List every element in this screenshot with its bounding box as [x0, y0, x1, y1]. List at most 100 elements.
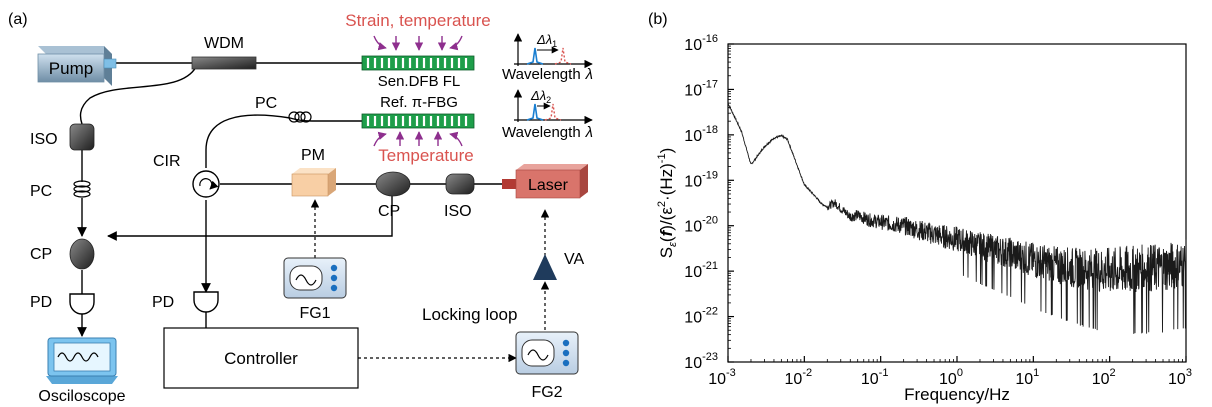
delta-1-sub: 1 — [552, 39, 557, 49]
y-tick-label: 10-23 — [684, 351, 718, 372]
spectrum-1: Δλ1 Wavelength λ — [502, 32, 593, 83]
ylabel-end: ) — [657, 148, 676, 154]
delta-2: Δλ2 — [530, 88, 551, 105]
ylabel-mid: ·(Hz) — [657, 163, 676, 201]
y-tick-exp: -18 — [702, 124, 718, 136]
laser-label: Laser — [528, 177, 569, 194]
y-tick-base: 10 — [684, 173, 702, 190]
y-tick-base: 10 — [684, 37, 702, 54]
pc-left-label: PC — [30, 183, 52, 200]
y-tick-exp: -20 — [702, 215, 718, 227]
spectrum-2-xlabel: Wavelength λ — [502, 124, 593, 141]
panel-a: (a) — [8, 11, 593, 405]
y-tick-exp: -22 — [702, 306, 718, 318]
y-tick-label: 10-20 — [684, 215, 718, 236]
photodetector-left: PD — [30, 293, 95, 315]
fiber-paths — [77, 62, 502, 337]
panel-b-label: (b) — [648, 11, 668, 28]
delta-2-symbol: Δλ — [530, 88, 546, 103]
fg1-label: FG1 — [299, 305, 330, 322]
locking-loop-label: Locking loop — [422, 305, 517, 324]
cir-label: CIR — [153, 153, 181, 170]
y-tick-exp: -21 — [702, 260, 718, 272]
pc-left-coil — [73, 180, 91, 198]
pc-top-coil — [288, 111, 312, 123]
x-tick-base: 10 — [785, 371, 803, 388]
sensor-grating: Sen.DFB FL — [361, 55, 475, 90]
wdm-label: WDM — [204, 35, 244, 52]
panel-b: (b) 10-3 10-2 10-1 100 101 102 103 10-1610-171… — [648, 11, 1192, 404]
pump-label: Pump — [49, 59, 93, 78]
pm-label: PM — [301, 147, 325, 164]
cp-left-label: CP — [30, 246, 52, 263]
strain-temp-label: Strain, temperature — [345, 11, 491, 30]
iso-mid-label: ISO — [444, 203, 472, 220]
sensor-grating-lines — [366, 58, 468, 68]
x-tick-label: 10-3 — [708, 367, 736, 388]
iso-left-label: ISO — [30, 131, 58, 148]
y-axis-label: Sε(f)/(ε2·(Hz)-1) — [656, 148, 679, 259]
delta-2-sub: 2 — [546, 95, 551, 105]
y-tick-base: 10 — [684, 264, 702, 281]
y-tick-label: 10-16 — [684, 33, 718, 54]
isolator-mid: ISO — [444, 173, 475, 220]
y-tick-exp: -17 — [702, 78, 718, 90]
reference-grating-lines — [366, 116, 468, 126]
y-tick-exp: -23 — [702, 351, 718, 363]
variable-attenuator: VA — [533, 251, 584, 280]
pc-top-label: PC — [255, 95, 277, 112]
y-tick-label: 10-22 — [684, 306, 718, 327]
x-tick-label: 101 — [1015, 367, 1039, 388]
electrical-lines — [310, 199, 550, 363]
ylabel-sup2: 2 — [656, 201, 668, 207]
x-tick-exp: -2 — [802, 367, 812, 379]
x-axis-label: Frequency/Hz — [904, 385, 1010, 404]
ylabel-sub: ε — [667, 242, 679, 247]
x-tick-exp: -3 — [726, 367, 736, 379]
circulator: CIR — [153, 153, 220, 198]
function-generator-2: FG2 — [515, 331, 579, 401]
oscilloscope: Osciloscope — [38, 337, 126, 405]
pd-left-label: PD — [30, 294, 52, 311]
plot-frame — [727, 43, 1187, 363]
spectrum-2-xlabel-word: Wavelength — [502, 124, 581, 141]
coupler-left: CP — [30, 238, 95, 270]
ylabel-tail: /(ε — [657, 207, 676, 225]
ylabel-f: f — [657, 228, 676, 236]
ylabel-s: S — [657, 247, 676, 258]
psd-series-line — [727, 102, 1187, 334]
x-tick-exp: 0 — [957, 367, 963, 379]
x-tick-label: 10-1 — [861, 367, 889, 388]
x-tick-exp: 1 — [1033, 367, 1039, 379]
y-tick-base: 10 — [684, 310, 702, 327]
ylabel-open: ( — [657, 236, 676, 242]
spectrum-1-xlabel-word: Wavelength — [502, 66, 581, 83]
pump: Pump — [37, 46, 117, 86]
temperature-arrows — [373, 131, 463, 147]
y-tick-exp: -16 — [702, 33, 718, 45]
va-label: VA — [564, 251, 584, 268]
x-tick-label: 100 — [939, 367, 963, 388]
y-tick-base: 10 — [684, 219, 702, 236]
y-tick-label: 10-18 — [684, 124, 718, 145]
x-tick-exp: 3 — [1186, 367, 1192, 379]
cp-mid-label: CP — [378, 203, 400, 220]
sensor-label: Sen.DFB FL — [378, 73, 461, 90]
pd-mid-label: PD — [152, 294, 174, 311]
x-tick-base: 10 — [1168, 371, 1186, 388]
controller: Controller — [163, 327, 359, 389]
panel-a-label: (a) — [8, 11, 28, 28]
x-tick-label: 103 — [1168, 367, 1192, 388]
x-tick-base: 10 — [861, 371, 879, 388]
reference-label: Ref. π-FBG — [380, 94, 458, 111]
ylabel-sup: -1 — [656, 153, 668, 163]
function-generator-1: FG1 — [283, 257, 347, 322]
delta-1-symbol: Δλ — [536, 32, 552, 47]
x-tick-exp: -1 — [879, 367, 889, 379]
coupler-mid: CP — [375, 171, 411, 220]
oscilloscope-label: Osciloscope — [38, 388, 125, 405]
ylabel-close: ) — [657, 225, 676, 231]
x-tick-exp: 2 — [1110, 367, 1116, 379]
